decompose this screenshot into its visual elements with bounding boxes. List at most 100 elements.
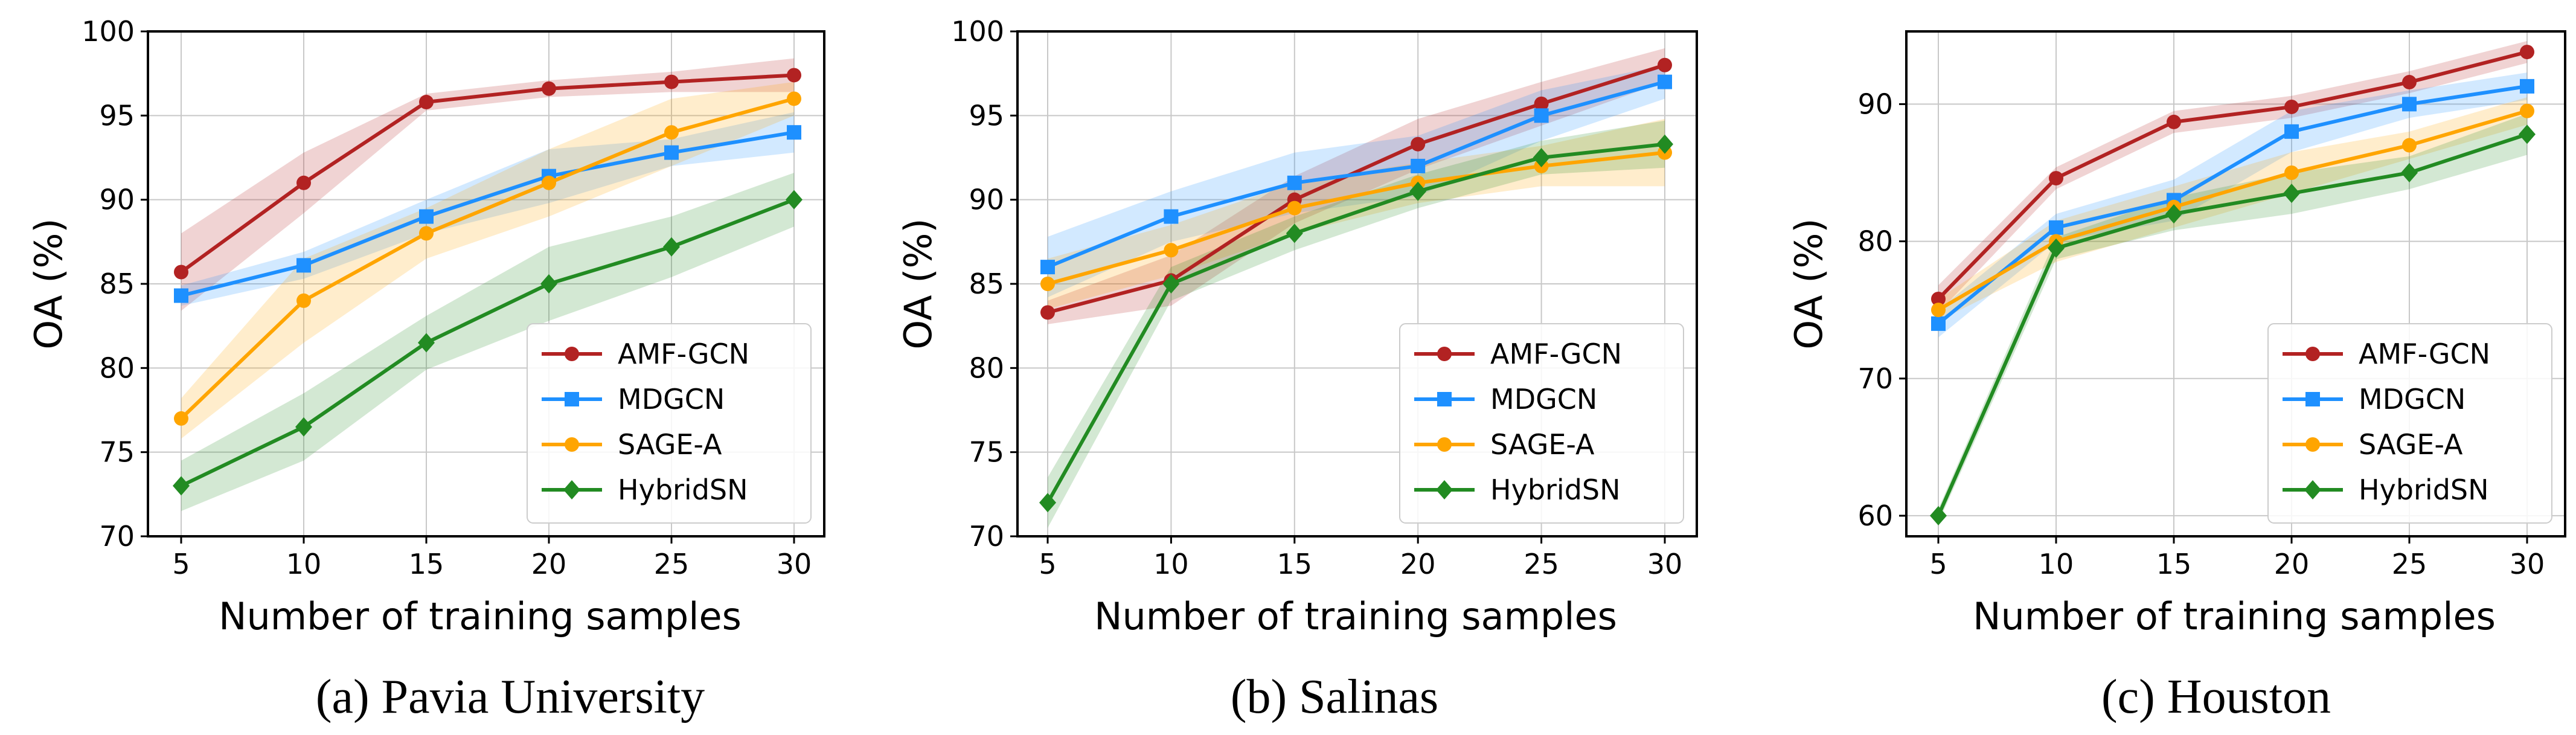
- data-point-mdgcn: [2402, 97, 2417, 112]
- data-point-mdgcn: [1040, 260, 1055, 275]
- x-tick-label: 30: [777, 548, 812, 580]
- y-axis-label: OA (%): [27, 218, 71, 349]
- data-point-sage-a: [1040, 277, 1055, 291]
- plot-frame: [1905, 30, 2566, 538]
- chart-panel-salinas: 5 10 15 20 25 30 70 75 80 85 90 95 100 Number of trai…: [896, 15, 1698, 724]
- series-line-hybridsn: [1937, 132, 2528, 517]
- data-point-amf-gcn: [1658, 57, 1672, 72]
- x-axis-label: Number of training samples: [219, 594, 742, 638]
- series-line-sage-a: [1047, 150, 1665, 286]
- legend-marker-hybridsn: [1436, 480, 1453, 499]
- data-point-sage-a: [664, 125, 679, 140]
- x-tick-label: 20: [1400, 548, 1436, 580]
- y-axis-label: OA (%): [896, 218, 940, 349]
- series-line-amf-gcn: [1937, 50, 2528, 301]
- data-point-sage-a: [174, 411, 188, 426]
- legend: AMF-GCN MDGCN SAGE-A HybridSN: [527, 323, 812, 524]
- data-point-mdgcn: [1658, 74, 1672, 89]
- panel-caption: (a) Pavia University: [316, 670, 705, 724]
- legend-marker-mdgcn: [1437, 392, 1452, 406]
- data-point-mdgcn: [1534, 108, 1549, 123]
- data-point-mdgcn: [1287, 175, 1302, 190]
- data-point-mdgcn: [1411, 158, 1426, 173]
- chart-panel-houston: 5 10 15 20 25 30 60 70 80 90 Number of training sa…: [1787, 30, 2566, 724]
- legend-box: [527, 323, 812, 524]
- y-tick-label: 90: [1857, 88, 1893, 120]
- data-point-hybridsn: [1409, 181, 1427, 201]
- data-point-mdgcn: [1931, 316, 1946, 331]
- legend-marker-amf-gcn: [565, 347, 579, 361]
- data-point-hybridsn: [173, 476, 190, 496]
- data-point-amf-gcn: [664, 74, 679, 89]
- series-line-mdgcn: [1046, 80, 1665, 269]
- y-tick-label: 100: [82, 15, 135, 48]
- data-point-amf-gcn: [2049, 171, 2063, 186]
- legend: AMF-GCN MDGCN SAGE-A HybridSN: [2267, 323, 2552, 524]
- data-point-mdgcn: [1164, 209, 1179, 224]
- data-point-amf-gcn: [296, 175, 311, 190]
- band-mdgcn: [1048, 65, 1665, 298]
- legend-marker-hybridsn: [563, 480, 580, 499]
- series-line-amf-gcn: [180, 73, 795, 274]
- x-tick-label: 10: [1153, 548, 1189, 580]
- data-point-sage-a: [1931, 303, 1946, 318]
- data-point-mdgcn: [2520, 79, 2534, 94]
- legend-label-amf-gcn: AMF-GCN: [1490, 338, 1622, 370]
- data-point-hybridsn: [663, 237, 680, 257]
- band-mdgcn: [1938, 72, 2527, 338]
- data-point-hybridsn: [786, 190, 803, 210]
- y-tick-label: 80: [99, 351, 135, 384]
- series-line-sage-a: [179, 97, 795, 420]
- data-point-sage-a: [542, 175, 556, 190]
- x-tick-label: 15: [1277, 548, 1313, 580]
- band-amf-gcn: [1048, 48, 1665, 324]
- series-line-hybridsn: [1046, 142, 1665, 504]
- data-point-sage-a: [1287, 201, 1302, 216]
- legend-box: [2267, 323, 2552, 524]
- x-tick-label: 5: [1039, 548, 1056, 580]
- data-point-hybridsn: [295, 417, 312, 437]
- series-line-amf-gcn: [1047, 63, 1665, 315]
- data-point-amf-gcn: [2284, 99, 2299, 114]
- y-tick-label: 75: [99, 436, 135, 469]
- data-point-amf-gcn: [1931, 291, 1946, 306]
- chart-panel-pavia-university: 5 10 15 20 25 30 70 75 80 85 90 95 100 Number of trai…: [27, 15, 825, 724]
- legend-label-sage-a: SAGE-A: [618, 428, 722, 461]
- legend-marker-hybridsn: [2304, 480, 2321, 499]
- y-tick-label: 80: [969, 351, 1004, 384]
- x-tick-label: 5: [1929, 548, 1947, 580]
- legend-marker-mdgcn: [565, 392, 579, 406]
- x-tick-label: 25: [654, 548, 690, 580]
- data-point-hybridsn: [1286, 223, 1303, 243]
- legend-marker-sage-a: [2305, 437, 2320, 452]
- data-point-mdgcn: [174, 288, 188, 303]
- y-tick-label: 80: [1857, 225, 1893, 258]
- data-point-hybridsn: [2165, 204, 2182, 224]
- data-point-sage-a: [1164, 243, 1179, 258]
- data-point-hybridsn: [418, 333, 435, 353]
- legend-label-sage-a: SAGE-A: [2359, 428, 2463, 461]
- y-tick-label: 85: [99, 268, 135, 300]
- x-tick-label: 30: [1647, 548, 1683, 580]
- data-point-hybridsn: [1039, 493, 1056, 513]
- y-tick-label: 85: [969, 268, 1004, 300]
- y-axis-label: OA (%): [1787, 218, 1831, 349]
- data-point-sage-a: [419, 226, 434, 241]
- data-point-sage-a: [296, 293, 311, 308]
- legend-marker-sage-a: [1437, 437, 1452, 452]
- legend-label-hybridsn: HybridSN: [618, 473, 748, 506]
- x-tick-label: 25: [1523, 548, 1559, 580]
- x-tick-label: 10: [2039, 548, 2074, 580]
- data-point-amf-gcn: [174, 265, 188, 280]
- data-point-amf-gcn: [2167, 114, 2181, 129]
- y-tick-label: 70: [99, 520, 135, 553]
- data-point-hybridsn: [2283, 184, 2300, 204]
- y-tick-label: 95: [969, 99, 1004, 132]
- x-tick-label: 15: [2156, 548, 2192, 580]
- data-point-mdgcn: [2284, 124, 2299, 139]
- panel-caption: (b) Salinas: [1231, 670, 1438, 724]
- data-point-amf-gcn: [1411, 136, 1426, 152]
- band-hybridsn: [1048, 120, 1665, 528]
- data-point-hybridsn: [540, 274, 557, 294]
